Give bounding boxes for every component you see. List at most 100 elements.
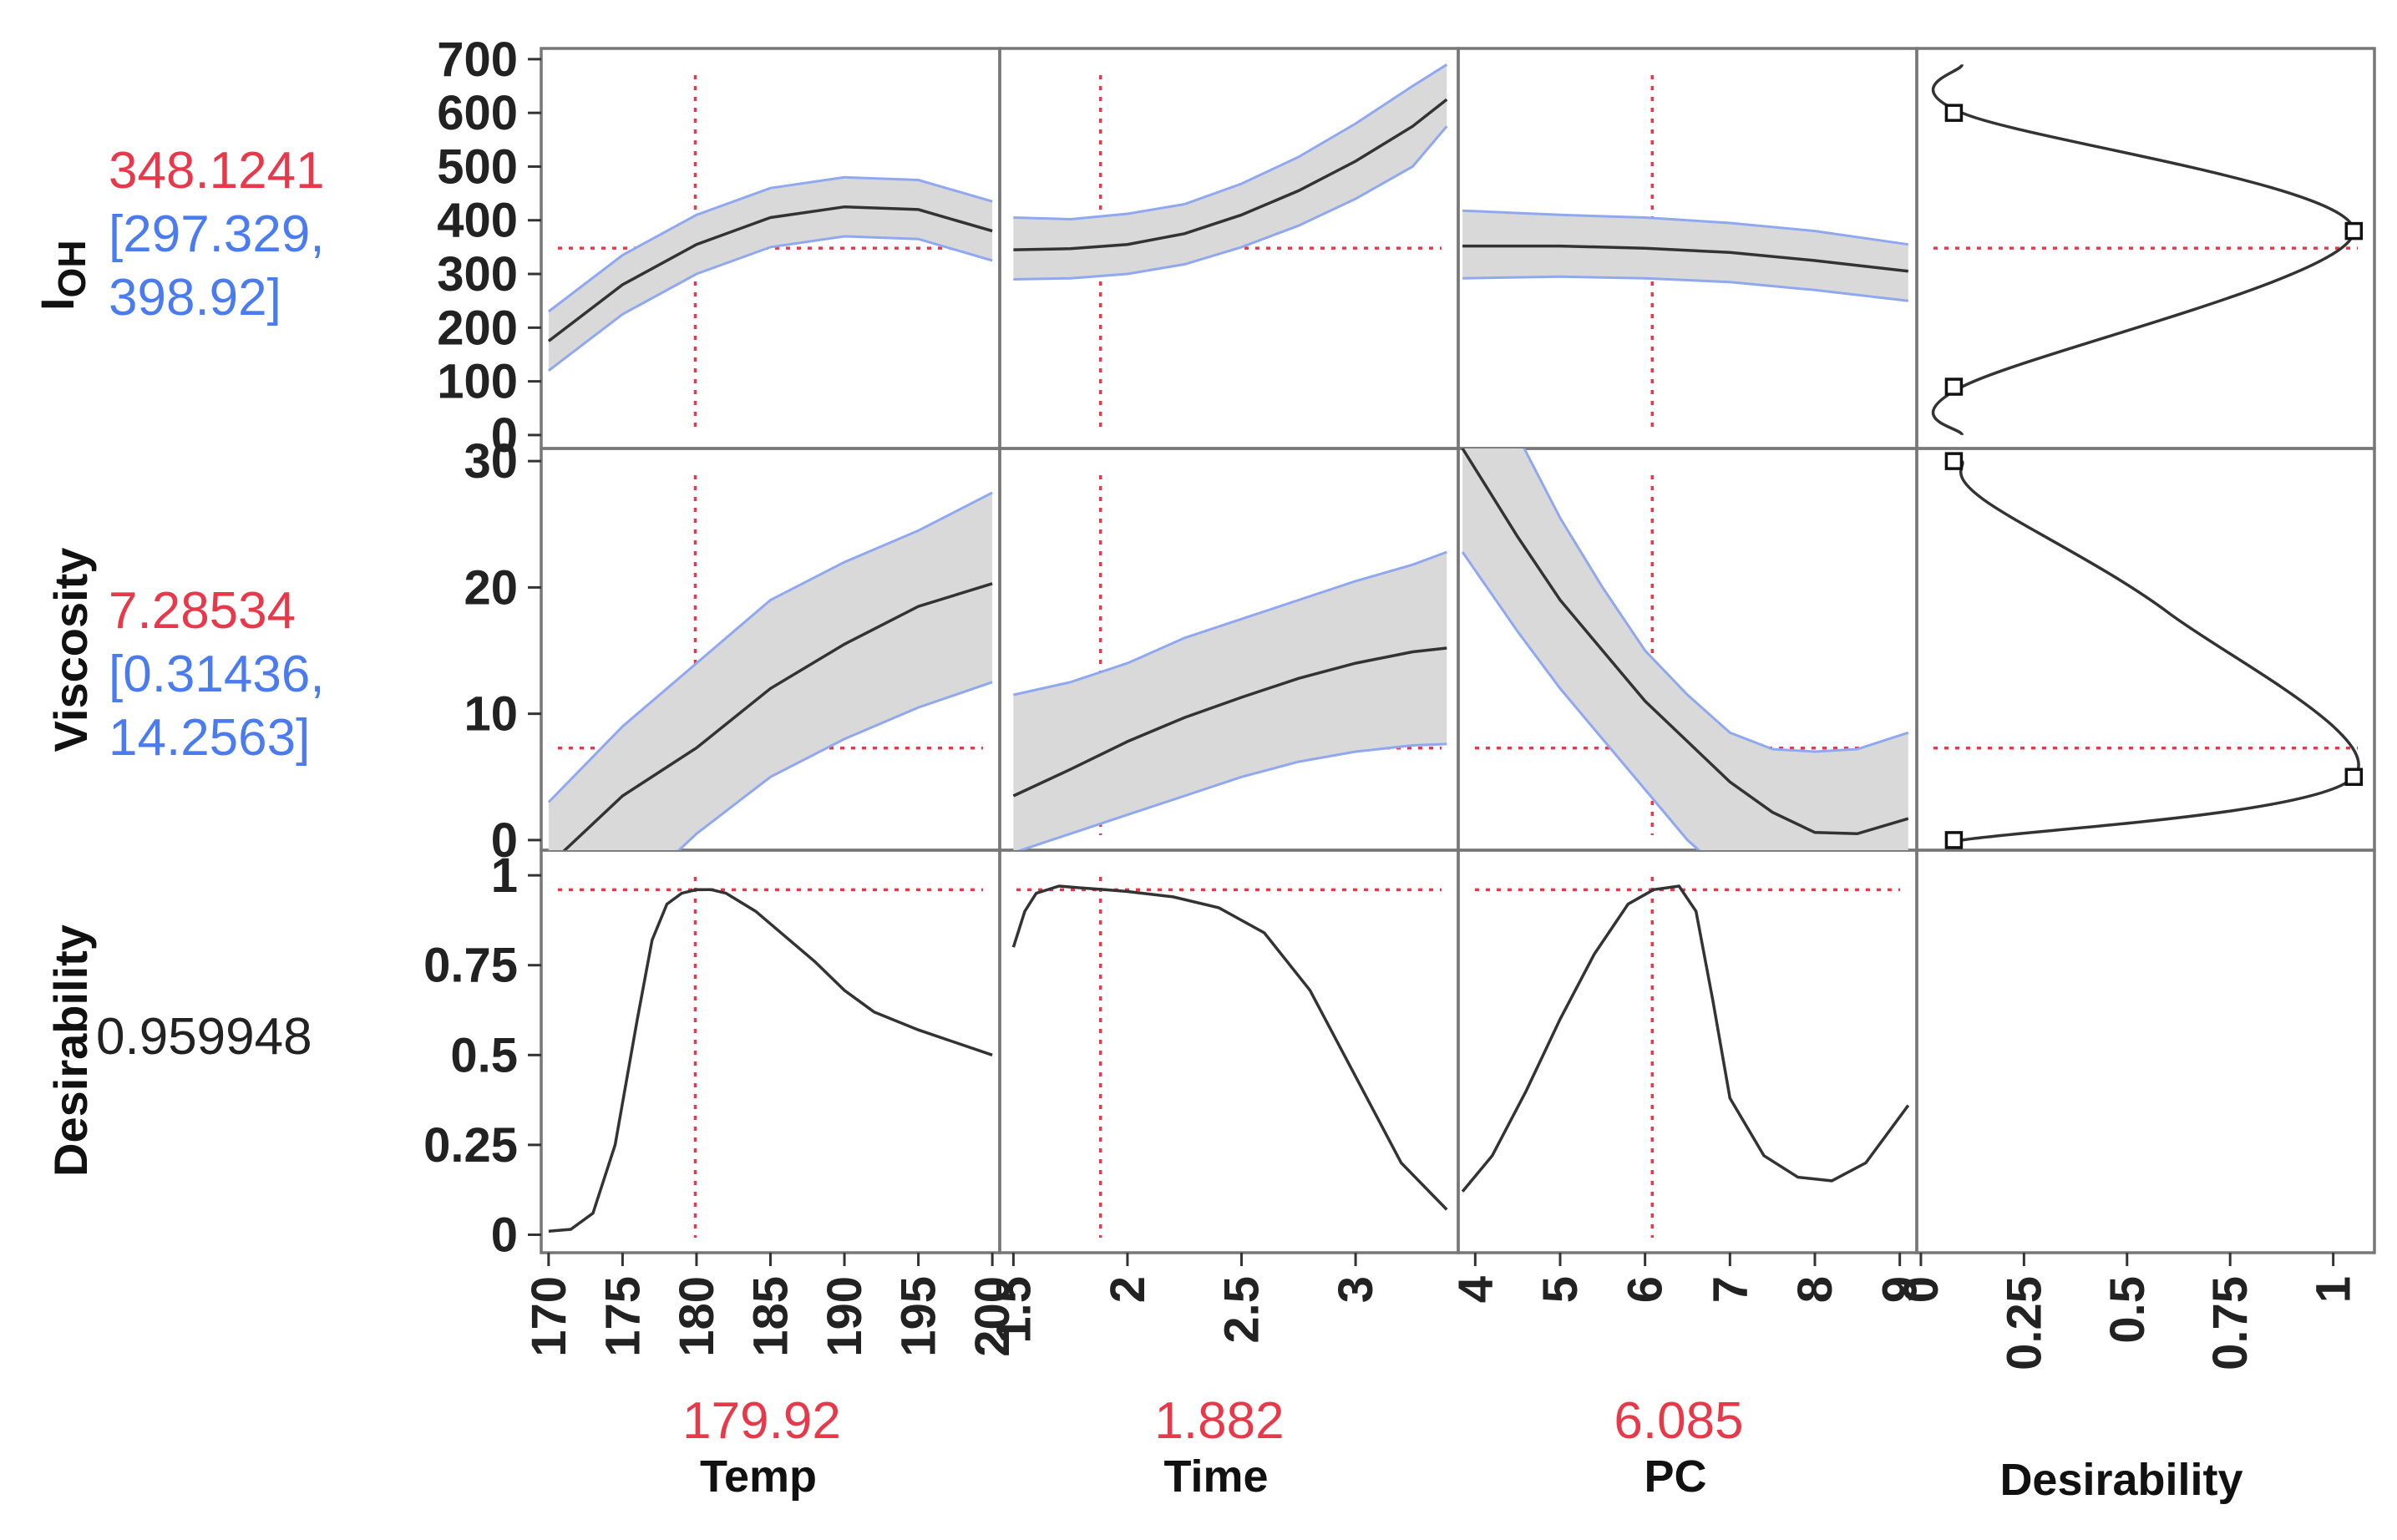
- desirability-function-ioh: [1931, 63, 2364, 436]
- x-tick-label: 0.5: [2101, 1276, 2155, 1344]
- x-tick-label: 4: [1448, 1276, 1503, 1303]
- desirability-handle: [1944, 104, 1964, 122]
- desirability-handle: [1944, 831, 1964, 849]
- y-tick-label: 20: [464, 560, 518, 615]
- lower-confidence-line: [1016, 742, 1447, 850]
- x-axis-pc: 4 5 6 7 8 9: [1448, 1253, 1928, 1303]
- panel-desirability-vs-time: [1011, 884, 1448, 1211]
- confidence-band: [1462, 210, 1908, 301]
- x-tick-label: 0: [1894, 1276, 1949, 1303]
- y-tick-label: 500: [437, 139, 518, 194]
- response-readout-viscosity: 7.28534 [0.31436, 14.2563]: [109, 582, 325, 767]
- confidence-band: [548, 177, 993, 371]
- lower-confidence-line: [1013, 125, 1448, 281]
- y-tick-label: 600: [437, 86, 518, 140]
- upper-confidence-line: [547, 175, 993, 313]
- panel-viscosity-vs-time: [1012, 550, 1447, 850]
- factor-current-value: 6.085: [1614, 1392, 1743, 1450]
- factor-name: PC: [1644, 1451, 1706, 1502]
- upper-confidence-line: [1013, 550, 1447, 697]
- row-label-desirability: Desirability: [44, 925, 97, 1177]
- x-tick-label: 175: [595, 1276, 650, 1357]
- y-tick-label: 0.25: [423, 1118, 518, 1173]
- desirability-curve: [1461, 884, 1910, 1193]
- x-tick-label: 2: [1101, 1276, 1155, 1303]
- row-label-ioh: IOH: [31, 240, 94, 311]
- x-tick-label: 6: [1619, 1276, 1673, 1303]
- y-tick-label: 0.5: [450, 1028, 518, 1082]
- x-tick-label: 3: [1329, 1276, 1383, 1303]
- y-tick-label: 30: [464, 434, 518, 489]
- x-tick-label: 1: [2307, 1276, 2361, 1303]
- prediction-curve: [547, 205, 993, 342]
- response-readout-desirability: 0.959948: [96, 1008, 312, 1066]
- desirability-function-viscosity: [1944, 452, 2364, 849]
- confidence-interval-line: [0.31436,: [109, 646, 325, 703]
- confidence-band: [1462, 448, 1908, 850]
- panel-ioh-vs-time: [1013, 63, 1448, 281]
- x-tick-label: 0.25: [1997, 1276, 2051, 1370]
- y-axis-viscosity: 0 10 20 30: [464, 434, 541, 868]
- x-tick-label: 1.5: [986, 1276, 1041, 1344]
- x-tick-label: 170: [522, 1276, 576, 1357]
- x-axis-temp: 170 175 180 185 190 195 200: [522, 1253, 1020, 1357]
- y-tick-label: 100: [437, 355, 518, 409]
- y-axis-desirability: 0 0.25 0.5 0.75 1: [423, 849, 541, 1262]
- desirability-axis-name: Desirability: [1999, 1455, 2242, 1505]
- x-axis-time: 1.5 2 2.5 3: [986, 1253, 1383, 1344]
- prediction-curve: [1462, 244, 1908, 273]
- x-tick-label: 0.75: [2203, 1276, 2258, 1370]
- y-tick-label: 10: [464, 687, 518, 742]
- y-tick-label: 700: [437, 33, 518, 87]
- upper-confidence-line: [1523, 448, 1909, 753]
- y-tick-label: 400: [437, 194, 518, 248]
- x-tick-label: 8: [1788, 1276, 1842, 1303]
- panel-desirability-vs-temp: [548, 888, 993, 1233]
- confidence-band: [548, 492, 993, 850]
- lower-confidence-line: [1462, 275, 1908, 302]
- y-tick-label: 0: [491, 408, 518, 463]
- x-tick-label: 200: [965, 1276, 1020, 1357]
- y-tick-label: 300: [437, 247, 518, 301]
- factor-name: Time: [1163, 1451, 1268, 1502]
- panel-frame: [540, 849, 1001, 1254]
- lower-confidence-line: [677, 681, 993, 850]
- prediction-curve: [1013, 98, 1448, 251]
- row-label-viscosity: Viscosity: [44, 548, 97, 752]
- panel-ioh-vs-pc: [1462, 209, 1909, 302]
- panel-frame: [1457, 849, 1918, 1254]
- upper-confidence-line: [547, 491, 993, 803]
- panel-viscosity-vs-pc: [1461, 448, 1909, 850]
- factor-name: Temp: [700, 1451, 817, 1502]
- x-tick-label: 2.5: [1215, 1276, 1269, 1344]
- y-tick-label: 0: [491, 1208, 518, 1262]
- panel-viscosity-vs-temp: [547, 491, 993, 850]
- response-name: IOH: [31, 240, 94, 311]
- prediction-curve: [1461, 448, 1909, 836]
- response-current-value: 348.1241: [109, 142, 325, 200]
- desirability-handle: [1944, 452, 1964, 470]
- factor-current-value: 1.882: [1154, 1392, 1284, 1450]
- upper-confidence-line: [1462, 209, 1909, 246]
- confidence-interval-line: 14.2563]: [109, 709, 310, 767]
- response-current-value: 7.28534: [109, 582, 296, 640]
- y-tick-label: 0: [491, 813, 518, 868]
- confidence-interval-line: 398.92]: [109, 269, 281, 327]
- response-name-subscript: OH: [50, 240, 94, 297]
- panel-frame: [1915, 849, 2376, 1254]
- x-tick-label: 195: [892, 1276, 946, 1357]
- y-tick-label: 0.75: [423, 939, 518, 993]
- y-tick-label: 1: [491, 849, 518, 903]
- desirability-handle: [1944, 377, 1964, 396]
- response-current-value: 0.959948: [96, 1008, 312, 1066]
- factor-current-value: 179.92: [682, 1392, 841, 1450]
- confidence-interval-line: [297.329,: [109, 205, 325, 263]
- prediction-curve: [1012, 646, 1447, 798]
- panel-desirability-vs-pc: [1461, 884, 1910, 1193]
- response-readout-ioh: 348.1241[297.329, 398.92]: [109, 142, 325, 327]
- desirability-curve: [548, 888, 993, 1233]
